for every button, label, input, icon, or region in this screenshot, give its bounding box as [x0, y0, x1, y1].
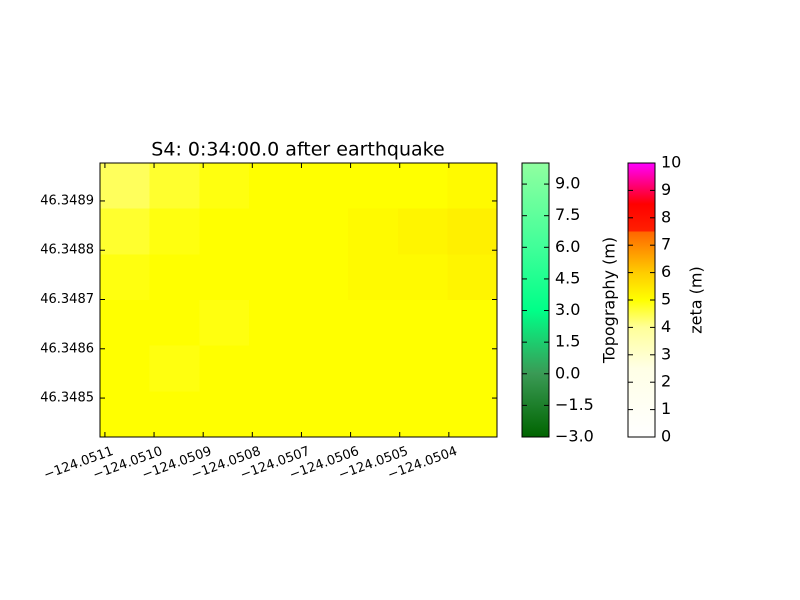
heatmap-cell	[100, 345, 151, 392]
y-tick-label: 46.3488	[40, 243, 94, 258]
heatmap-cell	[397, 345, 448, 392]
heatmap-cell	[447, 391, 498, 438]
heatmap-cell	[149, 345, 200, 392]
colorbar-tick-label: 3	[661, 344, 671, 363]
heatmap-cell	[149, 300, 200, 347]
heatmap-cell	[348, 300, 399, 347]
colorbar	[521, 162, 550, 438]
heatmap-cell	[199, 300, 250, 347]
heatmap-cell	[447, 208, 498, 255]
heatmap-cell	[397, 300, 448, 347]
heatmap-cell	[348, 208, 399, 255]
chart-title: S4: 0:34:00.0 after earthquake	[151, 139, 444, 161]
colorbar-tick-label: 6	[661, 262, 671, 281]
colorbar-label: Topography (m)	[600, 237, 619, 364]
colorbar-tick-label: 10	[661, 153, 681, 172]
colorbar-tick-label: 1	[661, 399, 671, 418]
heatmap-cell	[248, 300, 299, 347]
heatmap-cell	[199, 208, 250, 255]
heatmap-cell	[100, 300, 151, 347]
colorbar-tick-label: −1.5	[555, 395, 594, 414]
heatmap-cell	[348, 163, 399, 210]
heatmap-cell	[298, 391, 349, 438]
colorbar-tick-label: 0	[661, 427, 671, 446]
heatmap-cell	[447, 345, 498, 392]
y-tick-label: 46.3485	[40, 391, 94, 406]
heatmap-cell	[348, 254, 399, 301]
heatmap-cell	[149, 391, 200, 438]
heatmap-cell	[248, 208, 299, 255]
colorbar-tick-label: 2	[661, 372, 671, 391]
y-tick-label: 46.3486	[40, 341, 94, 356]
heatmap-cell	[397, 208, 448, 255]
heatmap-cell	[348, 391, 399, 438]
heatmap-cell	[248, 163, 299, 210]
colorbar-tick-label: 7	[661, 235, 671, 254]
heatmap-cell	[248, 391, 299, 438]
heatmap-cell	[348, 345, 399, 392]
heatmap-cell	[100, 163, 151, 210]
colorbar-tick-label: 3.0	[555, 300, 580, 319]
heatmap-cell	[149, 254, 200, 301]
heatmap-cell	[397, 163, 448, 210]
heatmap-cell	[199, 345, 250, 392]
heatmap-cell	[298, 163, 349, 210]
colorbar-label: zeta (m)	[687, 266, 706, 333]
heatmap-cell	[149, 163, 200, 210]
colorbar-tick-label: 9	[661, 180, 671, 199]
y-tick-label: 46.3489	[40, 193, 94, 208]
heatmap-cell	[447, 163, 498, 210]
colorbar-tick-label: 4	[661, 317, 671, 336]
colorbar-tick-label: 9.0	[555, 174, 580, 193]
heatmap-cell	[397, 391, 448, 438]
heatmap-cell	[149, 208, 200, 255]
y-tick-label: 46.3487	[40, 292, 94, 307]
colorbar-tick-label: 7.5	[555, 205, 580, 224]
colorbar-tick-label: 0.0	[555, 363, 580, 382]
heatmap-cell	[447, 300, 498, 347]
heatmap-cell	[199, 163, 250, 210]
heatmap-cell	[397, 254, 448, 301]
heatmap-cell	[298, 300, 349, 347]
colorbar-tick-label: 4.5	[555, 268, 580, 287]
colorbar-tick-label: 8	[661, 207, 671, 226]
heatmap-cell	[199, 254, 250, 301]
colorbar-tick-label: 5	[661, 290, 671, 309]
heatmap-cell	[447, 254, 498, 301]
colorbar-tick-label: 6.0	[555, 237, 580, 256]
heatmap-cell	[248, 345, 299, 392]
colorbar-tick-label: −3.0	[555, 427, 594, 446]
heatmap-cell	[100, 391, 151, 438]
heatmap-cell	[100, 208, 151, 255]
heatmap-cell	[298, 208, 349, 255]
heatmap-cell	[100, 254, 151, 301]
heatmap-cell	[298, 254, 349, 301]
colorbar-tick-label: 1.5	[555, 332, 580, 351]
heatmap-cell	[298, 345, 349, 392]
heatmap-cell	[199, 391, 250, 438]
heatmap-cell	[248, 254, 299, 301]
